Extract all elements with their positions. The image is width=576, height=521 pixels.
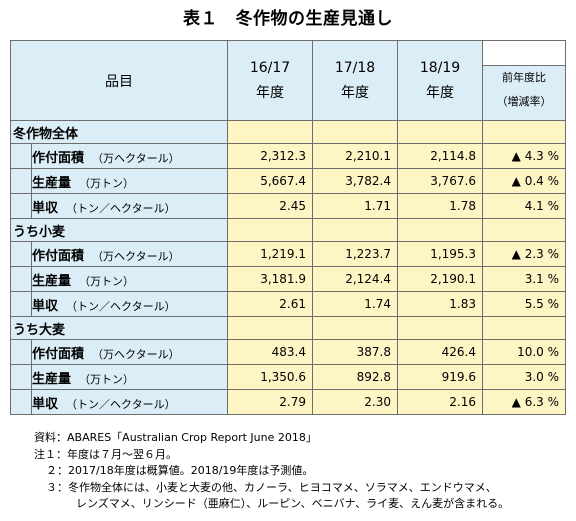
group-name: うち大麦 [10, 316, 228, 340]
row-label: 単収 （トン／ヘクタール） [31, 389, 228, 415]
value-cell: 1.83 [397, 291, 483, 317]
table-row: 単収 （トン／ヘクタール） 2.61 1.74 1.83 5.5 % [10, 291, 566, 317]
value-cell: 2.61 [227, 291, 313, 317]
crop-outlook-table: 品目 16/17 年度 17/18 年度 18/19 年度 前年度比 （増減率）… [10, 40, 566, 415]
header-change-bottom: （増減率） [496, 95, 552, 108]
table-title: 表１ 冬作物の生産見通し [183, 9, 393, 29]
table-row: 単収 （トン／ヘクタール） 2.45 1.71 1.78 4.1 % [10, 193, 566, 219]
table-row: 単収 （トン／ヘクタール） 2.79 2.30 2.16 ▲ 6.3 % [10, 389, 566, 415]
header-year-1-bottom: 年度 [256, 84, 284, 101]
change-cell: 3.0 % [482, 364, 566, 390]
value-cell: 1,223.7 [312, 241, 398, 267]
group-row: うち大麦 [10, 316, 566, 340]
change-cell: 10.0 % [482, 339, 566, 365]
group-name: うち小麦 [10, 218, 228, 242]
value-cell: 892.8 [312, 364, 398, 390]
group-row: 冬作物全体 [10, 120, 566, 144]
header-row: 品目 16/17 年度 17/18 年度 18/19 年度 [10, 40, 566, 121]
header-year-3-bottom: 年度 [426, 84, 454, 101]
header-year-3-top: 18/19 [419, 59, 461, 76]
value-cell: 1,219.1 [227, 241, 313, 267]
value-cell: 3,782.4 [312, 168, 398, 194]
change-cell: ▲ 4.3 % [482, 143, 566, 169]
change-cell: ▲ 0.4 % [482, 168, 566, 194]
note-2: ２：2017/18年度は概算値。2018/19年度は予測値。 [46, 464, 314, 477]
value-cell: 2.16 [397, 389, 483, 415]
value-cell: 2.79 [227, 389, 313, 415]
change-cell: 3.1 % [482, 266, 566, 292]
value-cell: 1.78 [397, 193, 483, 219]
row-label: 生産量 （万トン） [31, 364, 228, 390]
value-cell: 2.45 [227, 193, 313, 219]
group-name: 冬作物全体 [10, 120, 228, 144]
value-cell: 426.4 [397, 339, 483, 365]
change-cell: 5.5 % [482, 291, 566, 317]
header-change: 前年度比 （増減率） [482, 65, 566, 121]
header-change-top-cell [482, 40, 566, 66]
header-year-3: 18/19 年度 [397, 40, 483, 121]
change-cell: ▲ 6.3 % [482, 389, 566, 415]
row-label: 作付面積 （万ヘクタール） [31, 241, 228, 267]
header-year-2-bottom: 年度 [341, 84, 369, 101]
table-row: 作付面積 （万ヘクタール） 1,219.1 1,223.7 1,195.3 ▲ 2… [10, 241, 566, 267]
header-change-top: 前年度比 [502, 71, 546, 84]
row-label: 生産量 （万トン） [31, 266, 228, 292]
note-source: 資料：ABARES「Australian Crop Report June 20… [34, 431, 317, 444]
row-label: 生産量 （万トン） [31, 168, 228, 194]
row-label: 作付面積 （万ヘクタール） [31, 339, 228, 365]
value-cell: 1.74 [312, 291, 398, 317]
header-year-1-top: 16/17 [249, 59, 291, 76]
value-cell: 2,114.8 [397, 143, 483, 169]
header-year-2: 17/18 年度 [312, 40, 398, 121]
note-3-continued: レンズマメ、リンシード（亜麻仁）、ルーピン、ベニバナ、ライ麦、えん麦が含まれる。 [76, 497, 510, 510]
table-row: 生産量 （万トン） 1,350.6 892.8 919.6 3.0 % [10, 364, 566, 390]
group-row: うち小麦 [10, 218, 566, 242]
value-cell: 3,767.6 [397, 168, 483, 194]
note-3: ３：冬作物全体には、小麦と大麦の他、カノーラ、ヒヨコマメ、ソラマメ、エンドウマメ… [46, 480, 497, 494]
header-item: 品目 [10, 40, 228, 121]
table-row: 作付面積 （万ヘクタール） 2,312.3 2,210.1 2,114.8 ▲ 4… [10, 143, 566, 169]
table-row: 生産量 （万トン） 5,667.4 3,782.4 3,767.6 ▲ 0.4 % [10, 168, 566, 194]
value-cell: 2,210.1 [312, 143, 398, 169]
row-label: 単収 （トン／ヘクタール） [31, 291, 228, 317]
note-1: 注１：年度は７月～翌６月。 [34, 447, 177, 461]
value-cell: 2,124.4 [312, 266, 398, 292]
value-cell: 387.8 [312, 339, 398, 365]
value-cell: 3,181.9 [227, 266, 313, 292]
header-year-1: 16/17 年度 [227, 40, 313, 121]
value-cell: 1,350.6 [227, 364, 313, 390]
table-notes: 資料：ABARES「Australian Crop Report June 20… [34, 430, 509, 513]
value-cell: 1.71 [312, 193, 398, 219]
row-label: 作付面積 （万ヘクタール） [31, 143, 228, 169]
value-cell: 483.4 [227, 339, 313, 365]
value-cell: 2,190.1 [397, 266, 483, 292]
header-year-2-top: 17/18 [334, 59, 376, 76]
value-cell: 1,195.3 [397, 241, 483, 267]
table-row: 作付面積 （万ヘクタール） 483.4 387.8 426.4 10.0 % [10, 339, 566, 365]
change-cell: ▲ 2.3 % [482, 241, 566, 267]
value-cell: 2,312.3 [227, 143, 313, 169]
value-cell: 919.6 [397, 364, 483, 390]
change-cell: 4.1 % [482, 193, 566, 219]
value-cell: 5,667.4 [227, 168, 313, 194]
value-cell: 2.30 [312, 389, 398, 415]
row-label: 単収 （トン／ヘクタール） [31, 193, 228, 219]
table-row: 生産量 （万トン） 3,181.9 2,124.4 2,190.1 3.1 % [10, 266, 566, 292]
